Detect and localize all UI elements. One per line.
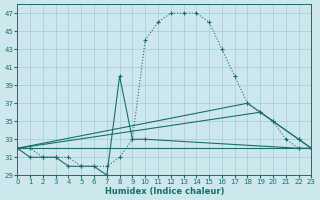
- X-axis label: Humidex (Indice chaleur): Humidex (Indice chaleur): [105, 187, 224, 196]
